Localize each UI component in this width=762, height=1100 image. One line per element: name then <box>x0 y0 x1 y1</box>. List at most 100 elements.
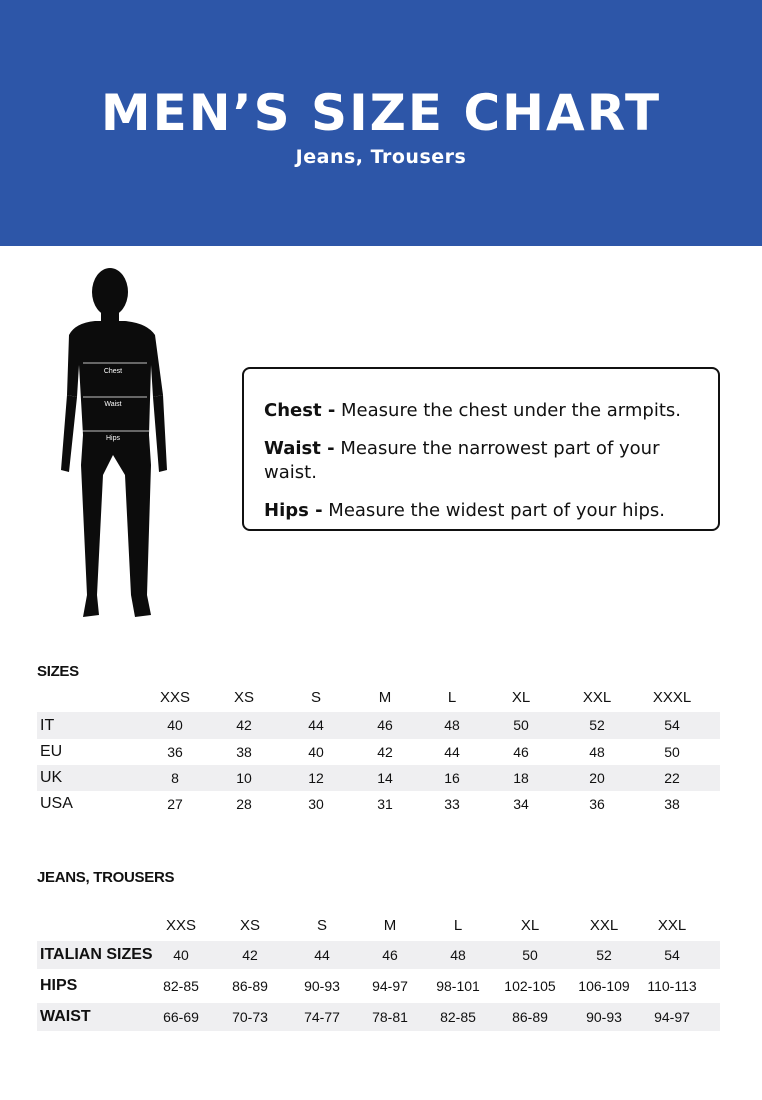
table-cell: 12 <box>308 770 324 786</box>
column-header: XXL <box>582 689 612 706</box>
table-cell: 86-89 <box>232 978 268 994</box>
table-cell: 44 <box>314 947 330 963</box>
table-row: WAIST 66-69 70-73 74-77 78-81 82-85 86-89 90-93… <box>37 1003 720 1031</box>
column-header: L <box>453 917 463 934</box>
column-header: XXS <box>159 689 191 706</box>
table-cell: 82-85 <box>440 1009 476 1025</box>
table-cell: 50 <box>513 717 529 733</box>
table-cell: 74-77 <box>304 1009 340 1025</box>
table-cell: 33 <box>444 796 460 812</box>
sizes-table: XXS XS S M L XL XXL XXXL IT 40 42 44 46 48 50 52 54 EU 36 3… <box>37 684 720 817</box>
page-title: MEN’S SIZE CHART <box>100 84 662 142</box>
table-cell: 82-85 <box>163 978 199 994</box>
table-cell: 54 <box>664 717 680 733</box>
table-cell: 42 <box>242 947 258 963</box>
row-label: EU <box>40 743 63 760</box>
table-cell: 48 <box>450 947 466 963</box>
table-cell: 30 <box>308 796 324 812</box>
row-label: IT <box>40 717 55 734</box>
table-cell: 20 <box>589 770 605 786</box>
table-header-row: XXS XS S M L XL XXL XXL <box>37 910 720 941</box>
table-row: EU 36 38 40 42 44 46 48 50 <box>37 739 720 765</box>
table-cell: 102-105 <box>504 978 556 994</box>
table-row: HIPS 82-85 86-89 90-93 94-97 98-101 102-105 106… <box>37 969 720 1003</box>
column-header: XL <box>520 917 540 934</box>
table-cell: 36 <box>167 744 183 760</box>
table-cell: 16 <box>444 770 460 786</box>
table-row: USA 27 28 30 31 33 34 36 38 <box>37 791 720 817</box>
table-cell: 40 <box>167 717 183 733</box>
column-header: XXXL <box>652 689 692 706</box>
table-cell: 8 <box>171 770 179 786</box>
column-header: XS <box>239 917 261 934</box>
table-cell: 90-93 <box>304 978 340 994</box>
sizes-title: SIZES <box>37 663 79 680</box>
table-cell: 50 <box>664 744 680 760</box>
column-header: XXS <box>165 917 197 934</box>
table-cell: 36 <box>589 796 605 812</box>
table-cell: 50 <box>522 947 538 963</box>
table-cell: 42 <box>377 744 393 760</box>
column-header: XXL <box>657 917 687 934</box>
table-cell: 52 <box>589 717 605 733</box>
column-header: S <box>310 689 322 706</box>
table-row: UK 8 10 12 14 16 18 20 22 <box>37 765 720 791</box>
row-label: HIPS <box>40 977 78 994</box>
table-cell: 27 <box>167 796 183 812</box>
header-banner: MEN’S SIZE CHART Jeans, Trousers <box>0 0 762 246</box>
table-cell: 106-109 <box>578 978 630 994</box>
table-cell: 90-93 <box>586 1009 622 1025</box>
table-cell: 31 <box>377 796 393 812</box>
row-label: WAIST <box>40 1008 91 1025</box>
row-label: UK <box>40 769 63 786</box>
table-cell: 52 <box>596 947 612 963</box>
table-row: IT 40 42 44 46 48 50 52 54 <box>37 712 720 739</box>
waist-instruction: Waist - Measure the narrowest part of yo… <box>264 438 660 483</box>
column-header: XL <box>511 689 531 706</box>
table-cell: 10 <box>236 770 252 786</box>
table-cell: 14 <box>377 770 393 786</box>
table-cell: 94-97 <box>654 1009 690 1025</box>
hips-label: Hips <box>106 435 121 442</box>
table-cell: 46 <box>382 947 398 963</box>
row-label: ITALIAN SIZES <box>40 946 153 963</box>
jeans-title: JEANS, TROUSERS <box>37 869 175 886</box>
table-cell: 44 <box>308 717 324 733</box>
table-cell: 44 <box>444 744 460 760</box>
page-subtitle: Jeans, Trousers <box>295 146 467 168</box>
table-row: ITALIAN SIZES 40 42 44 46 48 50 52 54 <box>37 941 720 969</box>
column-header: L <box>447 689 457 706</box>
table-cell: 18 <box>513 770 529 786</box>
body-silhouette-icon: Chest Waist Hips <box>61 268 167 617</box>
table-cell: 98-101 <box>436 978 480 994</box>
table-cell: 48 <box>589 744 605 760</box>
measurement-guide: Chest - Measure the chest under the armp… <box>242 367 720 531</box>
table-cell: 46 <box>377 717 393 733</box>
table-cell: 94-97 <box>372 978 408 994</box>
chest-instruction: Chest - Measure the chest under the armp… <box>264 400 681 421</box>
hips-instruction: Hips - Measure the widest part of your h… <box>264 500 665 521</box>
table-cell: 40 <box>173 947 189 963</box>
row-label: USA <box>40 795 73 812</box>
column-header: M <box>383 917 397 934</box>
waist-label: Waist <box>104 401 121 408</box>
table-cell: 22 <box>664 770 680 786</box>
table-cell: 46 <box>513 744 529 760</box>
table-cell: 70-73 <box>232 1009 268 1025</box>
table-cell: 54 <box>664 947 680 963</box>
table-cell: 110-113 <box>647 978 697 994</box>
jeans-table: XXS XS S M L XL XXL XXL ITALIAN SIZES 40 42 44 46 48 5… <box>37 910 720 1031</box>
table-cell: 86-89 <box>512 1009 548 1025</box>
table-cell: 66-69 <box>163 1009 199 1025</box>
table-cell: 78-81 <box>372 1009 408 1025</box>
table-header-row: XXS XS S M L XL XXL XXXL <box>37 684 720 712</box>
column-header: XS <box>233 689 255 706</box>
table-cell: 34 <box>513 796 529 812</box>
table-cell: 40 <box>308 744 324 760</box>
table-cell: 28 <box>236 796 252 812</box>
column-header: S <box>316 917 328 934</box>
column-header: XXL <box>589 917 619 934</box>
table-cell: 38 <box>236 744 252 760</box>
table-cell: 38 <box>664 796 680 812</box>
chest-label: Chest <box>104 368 122 375</box>
